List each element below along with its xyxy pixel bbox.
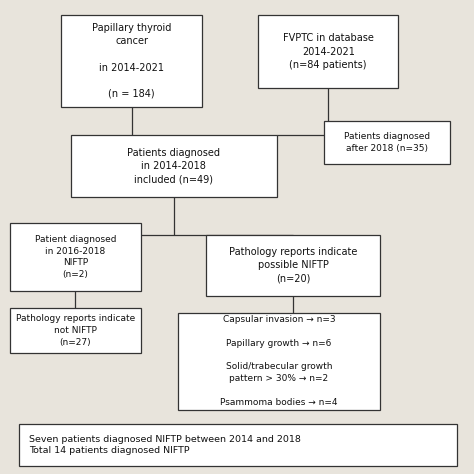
FancyBboxPatch shape [71,136,277,197]
Text: Seven patients diagnosed NIFTP between 2014 and 2018
Total 14 patients diagnosed: Seven patients diagnosed NIFTP between 2… [28,435,301,456]
Text: Capsular invasion → n=3

Papillary growth → n=6

Solid/trabecular growth
pattern: Capsular invasion → n=3 Papillary growth… [220,315,338,407]
Text: Patient diagnosed
in 2016-2018
NIFTP
(n=2): Patient diagnosed in 2016-2018 NIFTP (n=… [35,235,116,279]
FancyBboxPatch shape [324,121,450,164]
Text: Patients diagnosed
after 2018 (n=35): Patients diagnosed after 2018 (n=35) [344,132,430,153]
FancyBboxPatch shape [10,308,141,353]
FancyBboxPatch shape [19,424,457,466]
FancyBboxPatch shape [62,15,202,107]
FancyBboxPatch shape [207,235,380,296]
FancyBboxPatch shape [10,223,141,292]
Text: Pathology reports indicate
not NIFTP
(n=27): Pathology reports indicate not NIFTP (n=… [16,314,135,346]
Text: FVPTC in database
2014-2021
(n=84 patients): FVPTC in database 2014-2021 (n=84 patien… [283,33,374,70]
FancyBboxPatch shape [258,15,399,88]
Text: Papillary thyroid
cancer

in 2014-2021

(n = 184): Papillary thyroid cancer in 2014-2021 (n… [92,23,171,99]
Text: Pathology reports indicate
possible NIFTP
(n=20): Pathology reports indicate possible NIFT… [229,247,357,283]
Text: Patients diagnosed
in 2014-2018
included (n=49): Patients diagnosed in 2014-2018 included… [127,148,220,184]
FancyBboxPatch shape [178,313,380,410]
